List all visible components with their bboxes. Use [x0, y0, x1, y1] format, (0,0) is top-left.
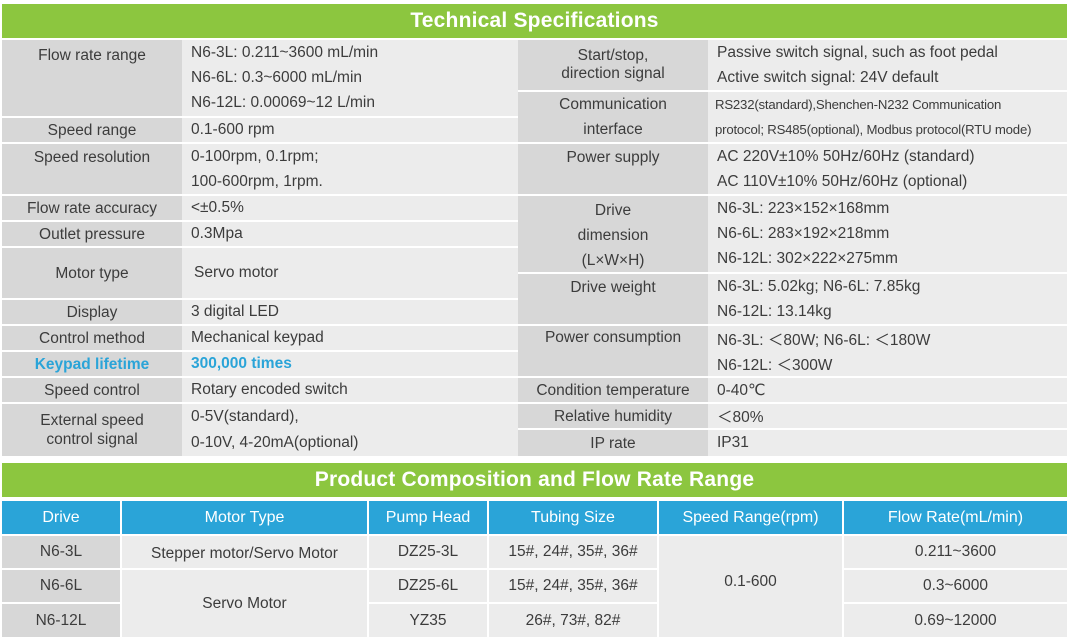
spec-label-start-stop-signal: Start/stop, direction signal [518, 40, 708, 90]
spec-label-power-consumption: Power consumption [518, 326, 708, 376]
spec-value-power-consumption-1: N6-3L: ＜80W; N6-6L: ＜180W [708, 326, 1067, 351]
spec-value-external-speed-1: 0-5V(standard), [182, 404, 518, 430]
spec-value-external-speed-2: 0-10V, 4-20mA(optional) [182, 430, 518, 456]
spec-label-speed-range: Speed range [2, 118, 182, 142]
spec-label-keypad-lifetime: Keypad lifetime [2, 352, 182, 376]
spec-value-ip-rate: IP31 [708, 430, 1067, 456]
product-composition-banner: Product Composition and Flow Rate Range [2, 463, 1067, 497]
spec-value-relative-humidity: ＜80% [708, 404, 1067, 428]
spec-value-speed-range: 0.1-600 rpm [182, 118, 518, 142]
spec-value-flow-rate-n6-6l: N6-6L: 0.3~6000 mL/min [182, 65, 518, 90]
drive-n6-3l: N6-3L [2, 536, 120, 568]
spec-value-flow-rate-n6-12l: N6-12L: 0.00069~12 L/min [182, 90, 518, 116]
spec-value-start-stop-2: Active switch signal: 24V default [708, 65, 1067, 90]
spec-label-outlet-pressure: Outlet pressure [2, 222, 182, 246]
spec-label-external-speed-control: External speed control signal [2, 404, 182, 456]
tubing-size-n6-3l: 15#, 24#, 35#, 36# [489, 536, 657, 568]
motor-type-servo: Servo Motor [122, 570, 367, 637]
pump-head-dz25-3l: DZ25-3L [369, 536, 487, 568]
technical-specifications-banner: Technical Specifications [2, 4, 1067, 38]
spec-value-speed-control: Rotary encoded switch [182, 378, 518, 402]
header-flow-rate: Flow Rate(mL/min) [844, 501, 1067, 534]
drive-n6-6l: N6-6L [2, 570, 120, 602]
spec-label-communication-interface: Communication interface [518, 92, 708, 142]
spec-label-control-method: Control method [2, 326, 182, 350]
spec-label-speed-resolution: Speed resolution [2, 144, 182, 194]
spec-value-drive-dimension-3: N6-12L: 302×222×275mm [708, 246, 1067, 272]
product-composition-table: Drive Motor Type Pump Head Tubing Size S… [2, 501, 1067, 637]
motor-type-stepper-servo: Stepper motor/Servo Motor [122, 536, 367, 568]
spec-value-drive-dimension-1: N6-3L: 223×152×168mm [708, 196, 1067, 221]
spec-value-condition-temperature: 0-40℃ [708, 378, 1067, 402]
spec-value-power-supply-2: AC 110V±10% 50Hz/60Hz (optional) [708, 169, 1067, 194]
spec-label-flow-rate-accuracy: Flow rate accuracy [2, 196, 182, 220]
spec-value-outlet-pressure: 0.3Mpa [182, 222, 518, 246]
header-motor-type: Motor Type [122, 501, 367, 534]
spec-value-drive-weight-1: N6-3L: 5.02kg; N6-6L: 7.85kg [708, 274, 1067, 299]
flow-rate-n6-3l: 0.211~3600 [844, 536, 1067, 568]
tubing-size-n6-6l: 15#, 24#, 35#, 36# [489, 570, 657, 602]
spec-label-speed-control: Speed control [2, 378, 182, 402]
pump-head-dz25-6l: DZ25-6L [369, 570, 487, 602]
flow-rate-n6-6l: 0.3~6000 [844, 570, 1067, 602]
header-pump-head: Pump Head [369, 501, 487, 534]
spec-value-flow-rate-accuracy: <±0.5% [182, 196, 518, 220]
spec-value-keypad-lifetime: 300,000 times [182, 352, 518, 376]
header-drive: Drive [2, 501, 120, 534]
tubing-size-n6-12l: 26#, 73#, 82# [489, 604, 657, 637]
spec-value-communication-2: protocol; RS485(optional), Modbus protoc… [708, 117, 1067, 142]
technical-specifications-table: Flow rate range N6-3L: 0.211~3600 mL/min… [2, 40, 1067, 456]
spec-label-drive-weight: Drive weight [518, 274, 708, 324]
spec-value-power-supply-1: AC 220V±10% 50Hz/60Hz (standard) [708, 144, 1067, 169]
spec-value-speed-resolution-2: 100-600rpm, 1rpm. [182, 169, 518, 194]
spec-value-flow-rate-n6-3l: N6-3L: 0.211~3600 mL/min [182, 40, 518, 65]
spec-value-power-consumption-2: N6-12L: ＜300W [708, 351, 1067, 376]
spec-label-relative-humidity: Relative humidity [518, 404, 708, 428]
spec-label-flow-rate-range: Flow rate range [2, 40, 182, 116]
header-tubing-size: Tubing Size [489, 501, 657, 534]
drive-n6-12l: N6-12L [2, 604, 120, 637]
spec-value-display: 3 digital LED [182, 300, 518, 324]
spec-label-motor-type: Motor type [2, 248, 182, 298]
spec-value-start-stop-1: Passive switch signal, such as foot peda… [708, 40, 1067, 65]
spec-value-communication-1: RS232(standard),Shenchen-N232 Communicat… [708, 92, 1067, 117]
pump-head-yz35: YZ35 [369, 604, 487, 637]
spec-label-power-supply: Power supply [518, 144, 708, 194]
spec-label-display: Display [2, 300, 182, 324]
spec-label-condition-temperature: Condition temperature [518, 378, 708, 402]
spec-value-drive-weight-2: N6-12L: 13.14kg [708, 299, 1067, 324]
spec-label-ip-rate: IP rate [518, 430, 708, 456]
flow-rate-n6-12l: 0.69~12000 [844, 604, 1067, 637]
header-speed-range: Speed Range(rpm) [659, 501, 842, 534]
spec-value-motor-type: Servo motor [182, 248, 518, 298]
spec-label-drive-dimension: Drive dimension (L×W×H) [518, 196, 708, 272]
spec-value-drive-dimension-2: N6-6L: 283×192×218mm [708, 221, 1067, 246]
speed-range-all: 0.1-600 [659, 536, 842, 637]
spec-value-speed-resolution-1: 0-100rpm, 0.1rpm; [182, 144, 518, 169]
spec-value-control-method: Mechanical keypad [182, 326, 518, 350]
